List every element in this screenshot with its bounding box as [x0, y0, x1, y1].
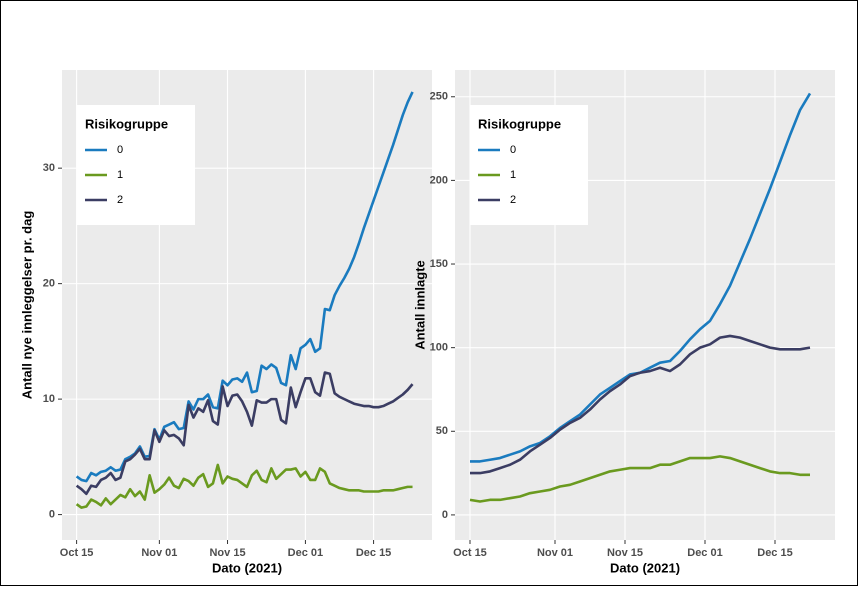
- x-axis-label: Dato (2021): [212, 560, 282, 575]
- legend-label: 1: [117, 169, 123, 181]
- legend-label: 2: [117, 194, 123, 206]
- y-tick-label: 250: [430, 91, 448, 103]
- x-tick-label: Nov 01: [537, 547, 573, 559]
- series-line: [75, 371, 414, 496]
- y-tick-label: 150: [430, 258, 448, 270]
- series-line: [469, 455, 810, 503]
- legend-title: Risikogruppe: [85, 116, 168, 131]
- x-tick-label: Oct 15: [60, 547, 94, 559]
- legend-title: Risikogruppe: [478, 116, 561, 131]
- legend-label: 0: [117, 144, 123, 156]
- legend-box: [470, 105, 588, 225]
- series-line: [470, 334, 811, 475]
- x-tick-label: Nov 01: [141, 547, 177, 559]
- legend-label: 2: [510, 194, 516, 206]
- x-tick-label: Dec 15: [757, 547, 792, 559]
- x-tick-label: Dec 01: [687, 547, 722, 559]
- x-axis-label: Dato (2021): [610, 560, 680, 575]
- x-tick-label: Nov 15: [209, 547, 245, 559]
- y-tick-label: 30: [43, 162, 55, 174]
- y-tick-label: 10: [43, 393, 55, 405]
- y-tick-label: 100: [430, 342, 448, 354]
- x-tick-label: Nov 15: [607, 547, 643, 559]
- x-tick-label: Dec 01: [288, 547, 323, 559]
- series-line: [75, 463, 413, 509]
- y-tick-label: 20: [43, 278, 55, 290]
- x-tick-label: Dec 15: [356, 547, 391, 559]
- legend-box: [77, 105, 195, 225]
- y-tick-label: 0: [442, 509, 448, 521]
- legend-label: 0: [510, 144, 516, 156]
- y-tick-label: 50: [436, 425, 448, 437]
- legend-label: 1: [510, 169, 516, 181]
- y-tick-label: 0: [49, 509, 55, 521]
- y-axis-label: Antall innlagte: [412, 260, 427, 350]
- y-axis-label: Antall nye innleggelser pr. dag: [19, 211, 34, 400]
- y-tick-label: 200: [430, 174, 448, 186]
- x-tick-label: Oct 15: [453, 547, 487, 559]
